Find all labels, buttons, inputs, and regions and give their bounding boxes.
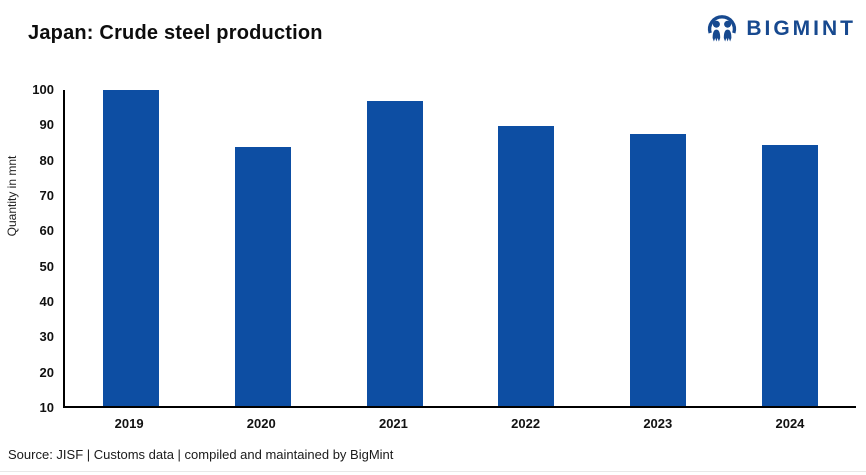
source-note: Source: JISF | Customs data | compiled a…: [8, 447, 394, 462]
page-title: Japan: Crude steel production: [28, 22, 323, 44]
x-tick-2020: 2020: [246, 416, 276, 431]
bar-slot-2023: [592, 90, 724, 406]
bar-2022: [498, 126, 555, 406]
bar-2020: [234, 147, 291, 406]
y-tick-70: 70: [39, 188, 54, 203]
y-tick-60: 60: [39, 223, 54, 239]
bar-2019: [102, 90, 159, 406]
bar-2021: [366, 101, 423, 406]
y-tick-50: 50: [39, 258, 54, 274]
x-tick-2022: 2022: [511, 416, 541, 431]
y-tick-20: 20: [39, 364, 54, 380]
bar-slot-2024: [724, 90, 856, 406]
bar-slot-2019: [65, 90, 197, 406]
y-tick-90: 90: [39, 117, 54, 133]
x-tick-2024: 2024: [775, 416, 805, 431]
y-tick-80: 80: [39, 152, 54, 168]
bar-slot-2021: [329, 90, 461, 406]
x-tick-2019: 2019: [114, 416, 144, 431]
bar-2023: [630, 133, 687, 406]
bar-2024: [762, 144, 819, 406]
bar-slot-2022: [460, 90, 592, 406]
y-tick-30: 30: [39, 329, 54, 345]
x-axis-tick-labels: 2019 2020 2021 2022 2023 2024: [63, 416, 856, 431]
x-tick-2021: 2021: [378, 416, 408, 431]
bigmint-people-icon: [705, 11, 739, 47]
y-tick-100: 100: [32, 82, 54, 97]
y-tick-40: 40: [39, 294, 54, 309]
bar-slot-2020: [197, 90, 329, 406]
plot-area: [63, 90, 856, 408]
bottom-divider: [0, 471, 866, 472]
bigmint-wordmark: BIGMINT: [746, 17, 856, 40]
x-tick-2023: 2023: [643, 416, 673, 431]
y-tick-10: 10: [39, 400, 54, 415]
bar-series: [65, 90, 856, 406]
bigmint-logo: BIGMINT: [705, 11, 856, 47]
